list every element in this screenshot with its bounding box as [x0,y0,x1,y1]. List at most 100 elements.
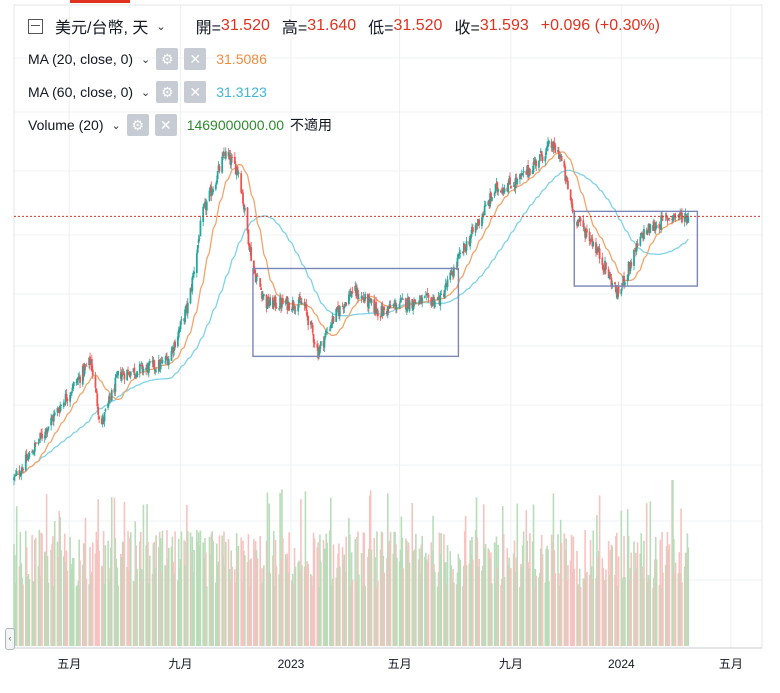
candle-body [242,192,244,204]
volume-bar [318,586,320,646]
candle-body [292,301,295,309]
volume-bar [329,497,332,646]
candle-body [484,204,487,207]
volume-bar [274,540,277,646]
chevron-down-icon[interactable]: ⌄ [111,119,121,132]
volume-bar [153,541,156,646]
volume-bar [94,553,97,646]
volume-bar [114,537,117,646]
candle-body [455,265,458,267]
candle-body [285,297,288,304]
volume-bar [406,540,408,646]
gear-icon[interactable]: ⚙ [156,48,179,70]
volume-bar [337,553,339,646]
volume-bar [349,585,352,646]
volume-bar [286,553,289,646]
candle-body [373,299,376,313]
volume-bar [445,584,448,646]
candle-body [223,157,226,159]
candle-body [89,356,91,366]
candle-body [471,227,474,232]
volume-bar [254,541,257,646]
volume-bar [653,577,655,646]
candle-body [369,298,372,303]
volume-bar [451,578,453,646]
candle-body [392,304,395,306]
indicator-volume-label[interactable]: Volume (20) [28,117,104,133]
candle-body [193,271,196,274]
volume-bar [203,558,205,646]
candle-body [601,257,604,265]
candle-body [350,292,353,298]
volume-bar [31,534,33,646]
volume-bar [398,561,401,646]
volume-bar [513,540,516,646]
volume-bar [255,550,258,646]
candle-body [399,298,402,303]
candle-body [509,177,511,185]
volume-bar [383,572,385,646]
candle-body [208,190,211,201]
volume-bar [573,568,576,646]
volume-bar [297,562,300,646]
volume-bar [443,534,445,646]
candle-body [338,309,340,316]
symbol-name[interactable]: 美元/台幣, 天 [55,20,149,37]
volume-bar [316,547,319,646]
candle-body [520,173,523,177]
gear-icon[interactable]: ⚙ [156,81,179,103]
indicator-ma60-label[interactable]: MA (60, close, 0) [28,84,134,100]
volume-bar [565,538,567,646]
candle-body [648,223,651,233]
candle-body [261,291,263,299]
candle-body [445,284,448,286]
candle-body [627,261,630,277]
indicator-ma20-label[interactable]: MA (20, close, 0) [28,51,134,67]
volume-bar [197,532,200,646]
candle-body [571,203,574,212]
candle-body [77,377,80,381]
volume-bar [186,530,189,646]
candle-body [293,306,296,310]
volume-bar [116,567,118,646]
volume-bar [560,542,563,646]
candle-body [381,306,384,316]
volume-bar [217,561,220,646]
chevron-down-icon[interactable]: ⌄ [141,53,151,66]
candle-body [634,248,636,249]
volume-bar [684,552,687,646]
volume-bar [577,584,580,646]
volume-bar [529,533,531,646]
volume-bar [475,497,478,646]
candle-body [233,156,236,164]
scroll-left-button[interactable]: ‹ [5,628,15,650]
close-icon[interactable]: ✕ [184,48,207,70]
close-icon[interactable]: ✕ [184,81,207,103]
x-tick-label: 五月 [57,657,81,671]
candle-body [210,186,213,197]
candle-body [559,156,562,158]
volume-bar [179,559,182,646]
candle-body [166,357,168,359]
candle-body [673,213,676,218]
volume-bar [215,582,217,646]
candle-body [395,307,398,309]
candle-body [645,230,648,234]
close-icon[interactable]: ✕ [154,114,177,136]
volume-bar [142,504,145,646]
chevron-down-icon[interactable]: ⌄ [141,86,151,99]
low-label: 低= [368,20,394,37]
gear-icon[interactable]: ⚙ [126,114,149,136]
volume-bar [660,585,662,646]
candle-body [389,304,392,308]
candle-body [685,215,688,223]
volume-bar [671,480,673,646]
candle-body [62,402,65,407]
ma60-line [13,169,689,478]
chevron-down-icon[interactable]: ⌄ [156,20,166,33]
volume-bar [53,586,55,646]
candle-body [82,364,85,376]
volume-bar [577,584,579,646]
